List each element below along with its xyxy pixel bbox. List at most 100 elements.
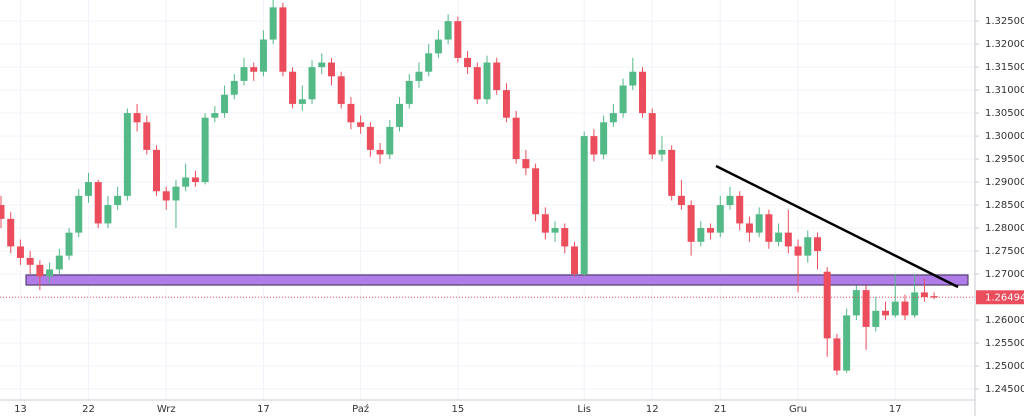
y-tick-label: 1.28500 bbox=[985, 200, 1024, 211]
last-price-box bbox=[976, 290, 1024, 305]
trend-line bbox=[715, 164, 959, 289]
y-tick-label: 1.30500 bbox=[985, 108, 1024, 119]
x-tick-label: Lis bbox=[577, 404, 591, 415]
candle-body bbox=[784, 232, 792, 247]
candle-body bbox=[308, 67, 316, 100]
x-tick-label: Wrz bbox=[157, 404, 176, 415]
candle-body bbox=[425, 53, 433, 72]
candle-body bbox=[337, 76, 345, 104]
candle-body bbox=[755, 214, 763, 233]
candle-body bbox=[191, 177, 199, 183]
candle-body bbox=[687, 205, 695, 242]
candle-body bbox=[590, 136, 598, 155]
candle-body bbox=[707, 228, 715, 233]
candle-body bbox=[483, 62, 491, 100]
x-tick-label: 21 bbox=[714, 404, 727, 415]
y-tick-label: 1.31500 bbox=[985, 62, 1024, 73]
candle-body bbox=[882, 310, 890, 316]
candle-body bbox=[648, 113, 656, 155]
candle-body bbox=[493, 62, 501, 91]
y-tick-label: 1.29500 bbox=[985, 154, 1024, 165]
candle-body bbox=[454, 21, 462, 58]
x-tick-label: 13 bbox=[14, 404, 27, 415]
x-tick-label: Gru bbox=[789, 404, 807, 415]
y-tick-label: 1.30000 bbox=[985, 131, 1024, 142]
candle-body bbox=[46, 269, 54, 277]
x-tick-label: 17 bbox=[889, 404, 902, 415]
x-tick-label: 15 bbox=[451, 404, 464, 415]
candle-body bbox=[658, 149, 666, 155]
candle-body bbox=[240, 67, 248, 81]
candle-body bbox=[26, 257, 34, 265]
candle-body bbox=[434, 39, 442, 54]
candle-body bbox=[55, 255, 63, 270]
candle-body bbox=[891, 301, 899, 316]
candle-body bbox=[775, 232, 783, 242]
candle-body bbox=[639, 71, 647, 114]
candle-body bbox=[541, 214, 549, 233]
candle-body bbox=[726, 195, 734, 206]
candle-body bbox=[629, 71, 637, 86]
candle-body bbox=[872, 310, 880, 327]
x-tick-label: 12 bbox=[646, 404, 659, 415]
candle-body bbox=[298, 99, 306, 104]
candle-body bbox=[823, 271, 831, 339]
candle-body bbox=[464, 57, 472, 68]
candle-body bbox=[522, 159, 530, 169]
candle-body bbox=[920, 292, 928, 298]
candle-body bbox=[289, 71, 297, 104]
candle-body bbox=[269, 7, 277, 40]
candle-body bbox=[619, 85, 627, 114]
candle-body bbox=[405, 80, 413, 104]
candle-body bbox=[366, 126, 374, 150]
y-tick-label: 1.29000 bbox=[985, 177, 1024, 188]
candle-body bbox=[84, 182, 92, 196]
x-tick-label: 17 bbox=[257, 404, 270, 415]
candle-body bbox=[123, 113, 131, 196]
candle-body bbox=[697, 228, 705, 242]
candle-body bbox=[580, 136, 588, 275]
candle-body bbox=[833, 338, 841, 371]
candle-body bbox=[143, 122, 151, 150]
y-tick-label: 1.28000 bbox=[985, 223, 1024, 234]
candle-body bbox=[114, 195, 122, 206]
candle-body bbox=[327, 62, 335, 77]
candle-body bbox=[911, 292, 919, 316]
candle-body bbox=[318, 62, 326, 68]
candle-body bbox=[36, 264, 44, 277]
axes: 1.245001.250001.255001.260001.265001.270… bbox=[14, 16, 1024, 415]
candle-body bbox=[162, 191, 170, 201]
candle-body bbox=[804, 237, 812, 256]
candle-body bbox=[862, 290, 870, 327]
candle-body bbox=[250, 67, 258, 72]
y-tick-label: 1.27500 bbox=[985, 246, 1024, 257]
candle-body bbox=[0, 205, 5, 219]
candle-body bbox=[745, 223, 753, 233]
candle-body bbox=[201, 117, 209, 183]
candle-body bbox=[930, 296, 938, 298]
candle-body bbox=[94, 182, 102, 224]
candle-body bbox=[357, 122, 365, 127]
candle-body bbox=[843, 315, 851, 371]
y-tick-label: 1.24500 bbox=[985, 384, 1024, 395]
candle-body bbox=[852, 290, 860, 316]
candle-body bbox=[133, 113, 141, 123]
candle-body bbox=[813, 237, 821, 252]
y-tick-label: 1.25000 bbox=[985, 361, 1024, 372]
candles bbox=[0, 0, 975, 376]
candle-body bbox=[551, 228, 559, 233]
candle-body bbox=[182, 177, 190, 187]
candle-body bbox=[347, 103, 355, 123]
y-tick-label: 1.32500 bbox=[985, 16, 1024, 27]
y-tick-label: 1.27000 bbox=[985, 269, 1024, 280]
candle-body bbox=[230, 80, 238, 95]
candle-body bbox=[7, 218, 15, 247]
candle-body bbox=[444, 21, 452, 40]
candle-body bbox=[386, 126, 394, 155]
candle-body bbox=[211, 113, 219, 118]
candle-body bbox=[376, 149, 384, 155]
candle-body bbox=[473, 67, 481, 100]
candle-body bbox=[75, 195, 83, 233]
